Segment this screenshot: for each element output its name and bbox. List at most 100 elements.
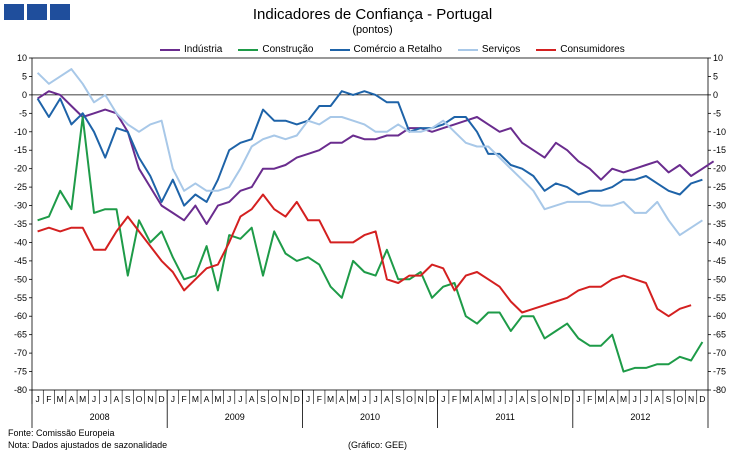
- month-label: J: [441, 394, 445, 404]
- month-label: A: [384, 394, 390, 404]
- month-label: D: [564, 394, 570, 404]
- y-tick-label-left: -75: [14, 367, 27, 377]
- month-label: J: [644, 394, 648, 404]
- legend-label: Serviços: [481, 44, 521, 55]
- month-label: J: [227, 394, 231, 404]
- adjustment-note: Nota: Dados ajustados de sazonalidade: [8, 440, 168, 450]
- month-label: D: [158, 394, 164, 404]
- year-label: 2010: [360, 412, 380, 422]
- y-tick-label-right: 5: [713, 71, 718, 81]
- month-label: M: [214, 394, 221, 404]
- month-label: F: [452, 394, 457, 404]
- month-label: A: [519, 394, 525, 404]
- month-label: A: [114, 394, 120, 404]
- y-tick-label-left: -10: [14, 127, 27, 137]
- legend: Indústria Construção Comércio a Retalho …: [160, 44, 625, 55]
- y-tick-label-left: -20: [14, 164, 27, 174]
- month-label: N: [282, 394, 288, 404]
- month-label: J: [362, 394, 366, 404]
- month-label: F: [46, 394, 51, 404]
- month-label: N: [688, 394, 694, 404]
- month-label: S: [395, 394, 401, 404]
- month-label: J: [92, 394, 96, 404]
- month-label: O: [406, 394, 413, 404]
- month-label: M: [620, 394, 627, 404]
- month-label: J: [36, 394, 40, 404]
- y-tick-label-left: 5: [22, 71, 27, 81]
- month-label: M: [327, 394, 334, 404]
- month-label: J: [374, 394, 378, 404]
- y-tick-label-left: -30: [14, 201, 27, 211]
- legend-item-servicos: Serviços: [457, 44, 521, 55]
- month-label: J: [306, 394, 310, 404]
- legend-swatch: [238, 48, 259, 51]
- y-tick-label-left: -15: [14, 145, 27, 155]
- month-label: N: [147, 394, 153, 404]
- y-tick-label-right: -10: [713, 127, 726, 137]
- y-tick-label-right: -80: [713, 385, 726, 395]
- month-label: A: [609, 394, 615, 404]
- chart-credit: (Gráfico: GEE): [348, 440, 408, 450]
- month-label: A: [69, 394, 75, 404]
- month-label: D: [429, 394, 435, 404]
- month-label: A: [249, 394, 255, 404]
- series-line-2: [36, 90, 703, 207]
- month-label: F: [181, 394, 186, 404]
- y-tick-label-left: -5: [19, 108, 27, 118]
- month-label: S: [531, 394, 537, 404]
- series-line-0: [37, 90, 715, 225]
- month-label: M: [192, 394, 199, 404]
- year-label: 2008: [90, 412, 110, 422]
- legend-label: Construção: [262, 44, 314, 55]
- month-label: O: [271, 394, 278, 404]
- y-tick-label-left: 0: [22, 90, 27, 100]
- y-tick-label-right: -40: [713, 237, 726, 247]
- y-tick-label-right: -20: [713, 164, 726, 174]
- month-label: O: [136, 394, 143, 404]
- legend-swatch: [457, 48, 478, 51]
- y-tick-label-left: -25: [14, 182, 27, 192]
- y-tick-label-right: -65: [713, 330, 726, 340]
- month-label: O: [677, 394, 684, 404]
- month-label: J: [497, 394, 501, 404]
- y-tick-label-right: -45: [713, 256, 726, 266]
- legend-swatch: [160, 48, 180, 51]
- series-line-3: [36, 68, 703, 237]
- month-label: M: [597, 394, 604, 404]
- month-label: D: [699, 394, 705, 404]
- month-label: J: [103, 394, 107, 404]
- legend-label: Comércio a Retalho: [353, 44, 442, 55]
- source-note: Fonte: Comissão Europeia: [8, 428, 115, 438]
- month-label: N: [418, 394, 424, 404]
- legend-item-consumidores: Consumidores: [536, 44, 625, 55]
- y-tick-label-left: 10: [17, 53, 27, 63]
- month-label: J: [238, 394, 242, 404]
- month-label: S: [125, 394, 131, 404]
- y-tick-label-right: 10: [713, 53, 723, 63]
- series-line-4: [37, 193, 692, 318]
- year-label: 2012: [630, 412, 650, 422]
- month-label: J: [171, 394, 175, 404]
- y-tick-label-left: -65: [14, 330, 27, 340]
- month-label: J: [633, 394, 637, 404]
- legend-item-construcao: Construção: [238, 44, 314, 55]
- y-tick-label-right: -25: [713, 182, 726, 192]
- month-label: F: [317, 394, 322, 404]
- y-tick-label-right: -35: [713, 219, 726, 229]
- legend-swatch: [329, 48, 350, 51]
- y-tick-label-right: -15: [713, 145, 726, 155]
- y-tick-label-left: -40: [14, 237, 27, 247]
- y-tick-label-left: -70: [14, 348, 27, 358]
- month-label: A: [654, 394, 660, 404]
- month-label: M: [79, 394, 86, 404]
- month-label: M: [350, 394, 357, 404]
- y-tick-label-left: -55: [14, 293, 27, 303]
- y-tick-label-right: -5: [713, 108, 721, 118]
- month-label: A: [204, 394, 210, 404]
- month-label: N: [553, 394, 559, 404]
- month-label: J: [509, 394, 513, 404]
- y-tick-label-right: -60: [713, 311, 726, 321]
- y-tick-label-right: -50: [713, 274, 726, 284]
- y-tick-label-left: -50: [14, 274, 27, 284]
